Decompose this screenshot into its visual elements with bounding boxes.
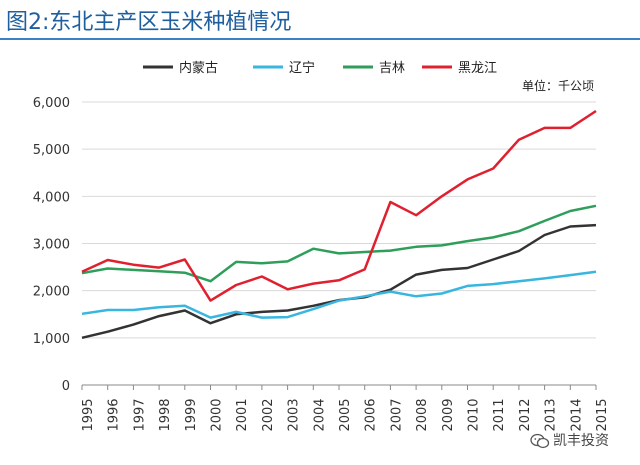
legend-label: 黑龙江 [458, 61, 497, 76]
x-tick-label: 2000 [210, 398, 225, 431]
x-tick-label: 2006 [364, 398, 379, 431]
unit-label: 单位：千公顷 [522, 78, 594, 93]
x-tick-label: 2001 [235, 398, 250, 431]
x-tick-label: 2003 [287, 398, 302, 431]
series-line [81, 204, 597, 283]
x-tick-label: 2009 [441, 398, 456, 431]
page-title: 图2:东北主产区玉米种植情况 [6, 10, 292, 35]
y-tick-label: 4,000 [33, 190, 70, 205]
y-tick-label: 2,000 [33, 285, 70, 300]
x-tick-label: 2011 [492, 398, 507, 431]
series-line [81, 109, 597, 302]
x-tick-label: 1999 [184, 398, 199, 431]
legend-label: 辽宁 [289, 60, 315, 76]
x-tick-label: 2015 [595, 398, 610, 431]
legend-label: 内蒙古 [179, 60, 218, 76]
y-tick-label: 1,000 [33, 332, 70, 347]
title-bar: 图2:东北主产区玉米种植情况 [0, 0, 640, 40]
x-tick-label: 2012 [518, 398, 533, 431]
y-tick-label: 3,000 [33, 238, 70, 253]
x-tick-label: 2004 [312, 398, 327, 431]
x-tick-label: 2010 [467, 398, 482, 431]
x-tick-label: 2008 [415, 398, 430, 431]
x-tick-label: 1998 [158, 398, 173, 431]
x-tick-label: 2014 [569, 398, 584, 431]
watermark: 凯丰投资 [530, 430, 609, 450]
legend-label: 吉林 [379, 61, 405, 76]
x-tick-label: 1995 [81, 398, 96, 431]
y-tick-label: 5,000 [33, 143, 70, 158]
x-tick-label: 1996 [107, 398, 122, 431]
x-tick-label: 2002 [261, 398, 276, 431]
x-tick-label: 2005 [338, 398, 353, 431]
watermark-text: 凯丰投资 [553, 433, 609, 449]
title-divider [0, 38, 640, 40]
y-tick-label: 0 [62, 379, 70, 394]
wechat-icon [530, 433, 550, 449]
series-line [81, 270, 597, 319]
y-tick-label: 6,000 [33, 96, 70, 111]
x-tick-label: 1997 [132, 398, 147, 431]
x-tick-label: 2013 [544, 398, 559, 431]
x-tick-label: 2007 [389, 398, 404, 431]
